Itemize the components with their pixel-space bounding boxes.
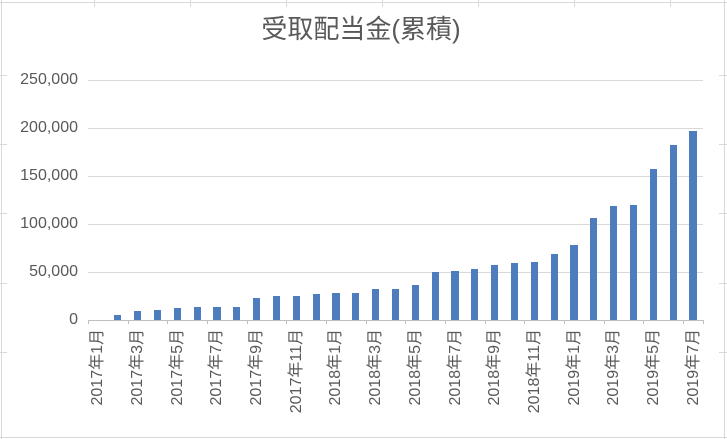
sheet-gridline [0, 437, 727, 438]
y-tick-label: 50,000 [29, 263, 78, 280]
x-tick-label: 2017年5月 [168, 329, 186, 406]
chart-bar[interactable] [272, 296, 281, 320]
sheet-gridline [0, 283, 7, 284]
y-tick-label: 100,000 [20, 215, 78, 232]
chart-bar[interactable] [530, 262, 538, 320]
x-axis-tick [286, 320, 288, 324]
chart-bar[interactable] [213, 307, 221, 320]
chart-bar[interactable] [570, 244, 578, 320]
x-tick-label: 2018年9月 [486, 329, 504, 406]
x-tick-label: 2018年5月 [406, 329, 424, 406]
x-tick-label: 2018年11月 [525, 329, 543, 414]
sheet-gridline [719, 352, 727, 353]
chart-bar[interactable] [610, 206, 618, 320]
x-axis-tick [445, 320, 447, 324]
chart-bar[interactable] [352, 292, 360, 320]
chart-bar[interactable] [391, 288, 400, 320]
chart-bar[interactable] [431, 272, 439, 320]
x-tick-label: 2019年1月 [565, 329, 583, 406]
sheet-gridline [94, 0, 95, 7]
x-tick-label: 2019年5月 [644, 329, 662, 406]
x-tick-label: 2019年7月 [684, 329, 702, 406]
sheet-gridline [719, 144, 727, 145]
sheet-gridline [478, 0, 479, 7]
x-axis-tick [603, 320, 605, 324]
chart-bar[interactable] [193, 307, 201, 320]
x-axis-tick [246, 320, 248, 324]
y-gridline [88, 176, 703, 177]
sheet-gridline [382, 0, 383, 7]
x-tick-label: 2017年1月 [89, 329, 107, 406]
y-tick-label: 200,000 [20, 119, 78, 136]
x-axis-tick [405, 320, 407, 324]
chart-bar[interactable] [312, 294, 320, 320]
chart-bar[interactable] [411, 284, 419, 320]
y-tick-label: 150,000 [20, 167, 78, 184]
x-axis-tick [88, 320, 89, 324]
x-axis-tick [127, 320, 129, 324]
chart-bar[interactable] [114, 315, 122, 320]
chart-bar[interactable] [233, 307, 241, 320]
chart-bar[interactable] [292, 296, 300, 320]
chart-bar[interactable] [372, 288, 380, 320]
x-tick-label: 2018年3月 [367, 329, 385, 406]
x-axis-tick [643, 320, 645, 324]
chart-bar[interactable] [669, 144, 677, 320]
chart-bar[interactable] [332, 293, 340, 320]
sheet-gridline [670, 0, 671, 7]
x-tick-label: 2018年7月 [446, 329, 464, 406]
x-axis-tick [326, 320, 328, 324]
x-axis-tick [703, 320, 704, 324]
sheet-gridline [190, 0, 191, 7]
x-tick-label: 2018年1月 [327, 329, 345, 406]
y-gridline [88, 80, 703, 81]
chart-bar[interactable] [253, 297, 261, 320]
x-tick-label: 2017年9月 [248, 329, 266, 406]
x-tick-label: 2017年3月 [129, 329, 147, 406]
sheet-gridline [719, 213, 727, 214]
sheet-gridline [719, 283, 727, 284]
y-tick-label: 250,000 [20, 71, 78, 88]
sheet-gridline [0, 75, 7, 76]
chart-bar[interactable] [491, 264, 499, 320]
sheet-gridline [0, 144, 7, 145]
y-gridline [88, 224, 703, 225]
sheet-gridline [574, 0, 575, 7]
chart-bar[interactable] [550, 254, 558, 320]
x-tick-label: 2017年7月 [208, 329, 226, 406]
x-axis-tick [484, 320, 486, 324]
y-gridline [88, 272, 703, 273]
sheet-gridline [0, 213, 7, 214]
chart-bar[interactable] [471, 269, 479, 320]
chart-bar[interactable] [629, 204, 638, 320]
chart-bar[interactable] [510, 262, 519, 320]
chart-bar[interactable] [451, 270, 459, 320]
x-axis-tick [365, 320, 367, 324]
chart-bar[interactable] [173, 308, 181, 320]
x-axis-line [88, 319, 703, 321]
x-tick-label: 2019年3月 [605, 329, 623, 406]
chart-bar[interactable] [133, 310, 142, 320]
chart-bar[interactable] [590, 217, 598, 320]
x-axis-tick [683, 320, 685, 324]
sheet-gridline [0, 352, 7, 353]
x-tick-label: 2017年11月 [287, 329, 305, 414]
sheet-gridline [1, 0, 2, 439]
chart-bar[interactable] [153, 309, 162, 320]
x-axis-tick [564, 320, 566, 324]
sheet-gridline [286, 0, 287, 7]
chart-bar[interactable] [649, 168, 657, 320]
x-axis-tick [207, 320, 209, 324]
sheet-gridline [0, 2, 727, 3]
y-gridline [88, 128, 703, 129]
chart-title[interactable]: 受取配当金(累積) [261, 14, 461, 44]
chart-bar[interactable] [689, 130, 697, 320]
sheet-gridline [724, 0, 725, 439]
sheet-gridline [719, 75, 727, 76]
x-axis-tick [167, 320, 169, 324]
y-tick-label: 0 [69, 311, 78, 328]
x-axis-tick [524, 320, 526, 324]
